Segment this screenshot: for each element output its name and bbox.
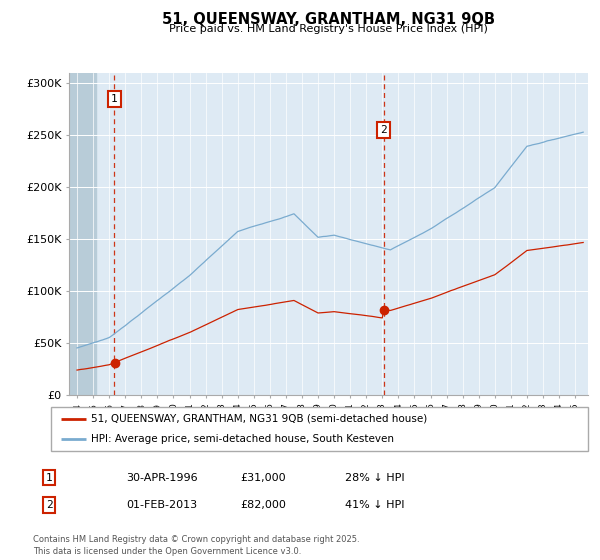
Text: HPI: Average price, semi-detached house, South Kesteven: HPI: Average price, semi-detached house,… xyxy=(91,434,394,444)
Text: £31,000: £31,000 xyxy=(240,473,286,483)
Bar xyxy=(69,73,97,395)
Bar xyxy=(69,73,97,395)
Text: 28% ↓ HPI: 28% ↓ HPI xyxy=(345,473,404,483)
Text: 41% ↓ HPI: 41% ↓ HPI xyxy=(345,500,404,510)
Text: 1: 1 xyxy=(111,94,118,104)
Text: 2: 2 xyxy=(380,125,387,135)
Text: 1: 1 xyxy=(46,473,53,483)
Text: 2: 2 xyxy=(46,500,53,510)
Text: Price paid vs. HM Land Registry's House Price Index (HPI): Price paid vs. HM Land Registry's House … xyxy=(169,24,488,34)
Text: Contains HM Land Registry data © Crown copyright and database right 2025.
This d: Contains HM Land Registry data © Crown c… xyxy=(33,535,359,556)
Text: 30-APR-1996: 30-APR-1996 xyxy=(126,473,197,483)
Text: 01-FEB-2013: 01-FEB-2013 xyxy=(126,500,197,510)
Text: £82,000: £82,000 xyxy=(240,500,286,510)
Text: 51, QUEENSWAY, GRANTHAM, NG31 9QB: 51, QUEENSWAY, GRANTHAM, NG31 9QB xyxy=(162,12,496,27)
Text: 51, QUEENSWAY, GRANTHAM, NG31 9QB (semi-detached house): 51, QUEENSWAY, GRANTHAM, NG31 9QB (semi-… xyxy=(91,414,428,424)
